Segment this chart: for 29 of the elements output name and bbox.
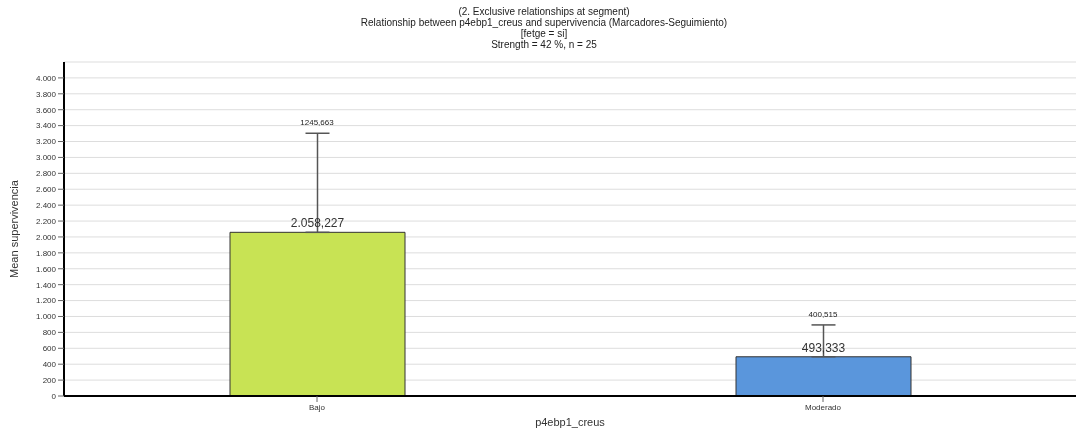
y-tick-label: 3.400 [35, 121, 57, 131]
x-tick-label: Moderado [804, 402, 842, 412]
y-tick-label: 2.800 [35, 169, 57, 179]
y-tick-label: 3.800 [35, 89, 57, 99]
y-tick-label: 3.000 [35, 153, 57, 163]
chart-subtitle: Relationship between p4ebp1_creus and supervivencia (Marcadores-Seguimiento) [fetge = si] Strength = 42 %, n = 25 [359, 17, 729, 50]
y-tick-label: 2.000 [35, 232, 57, 242]
annotation: 1245,663 [300, 118, 335, 128]
y-tick-label: 1.000 [35, 312, 57, 322]
y-tick-label: 3.600 [35, 105, 57, 115]
y-axis-title: Mean supervivencia [7, 179, 20, 278]
chart-title: (2. Exclusive relationships at segment) [457, 6, 630, 17]
y-tick-label: 4.000 [35, 73, 57, 83]
y-tick-label: 1.400 [35, 280, 57, 290]
y-tick-label: 200 [42, 375, 57, 385]
y-tick-label: 800 [42, 328, 57, 338]
y-tick-label: 400 [42, 360, 57, 370]
y-tick-label: 0 [51, 391, 57, 401]
y-tick-label: 2.600 [35, 185, 57, 195]
annotation: 400,515 [808, 309, 839, 319]
y-tick-label: 2.200 [35, 216, 57, 226]
y-tick-label: 1.800 [35, 248, 57, 258]
y-tick-label: 600 [42, 344, 57, 354]
y-tick-label: 1.200 [35, 296, 57, 306]
y-tick-label: 2.400 [35, 200, 57, 210]
y-tick-label: 1.600 [35, 264, 57, 274]
x-axis-title: p4ebp1_creus [535, 416, 606, 428]
x-tick-label: Bajo [308, 402, 326, 412]
y-tick-label: 3.200 [35, 137, 57, 147]
